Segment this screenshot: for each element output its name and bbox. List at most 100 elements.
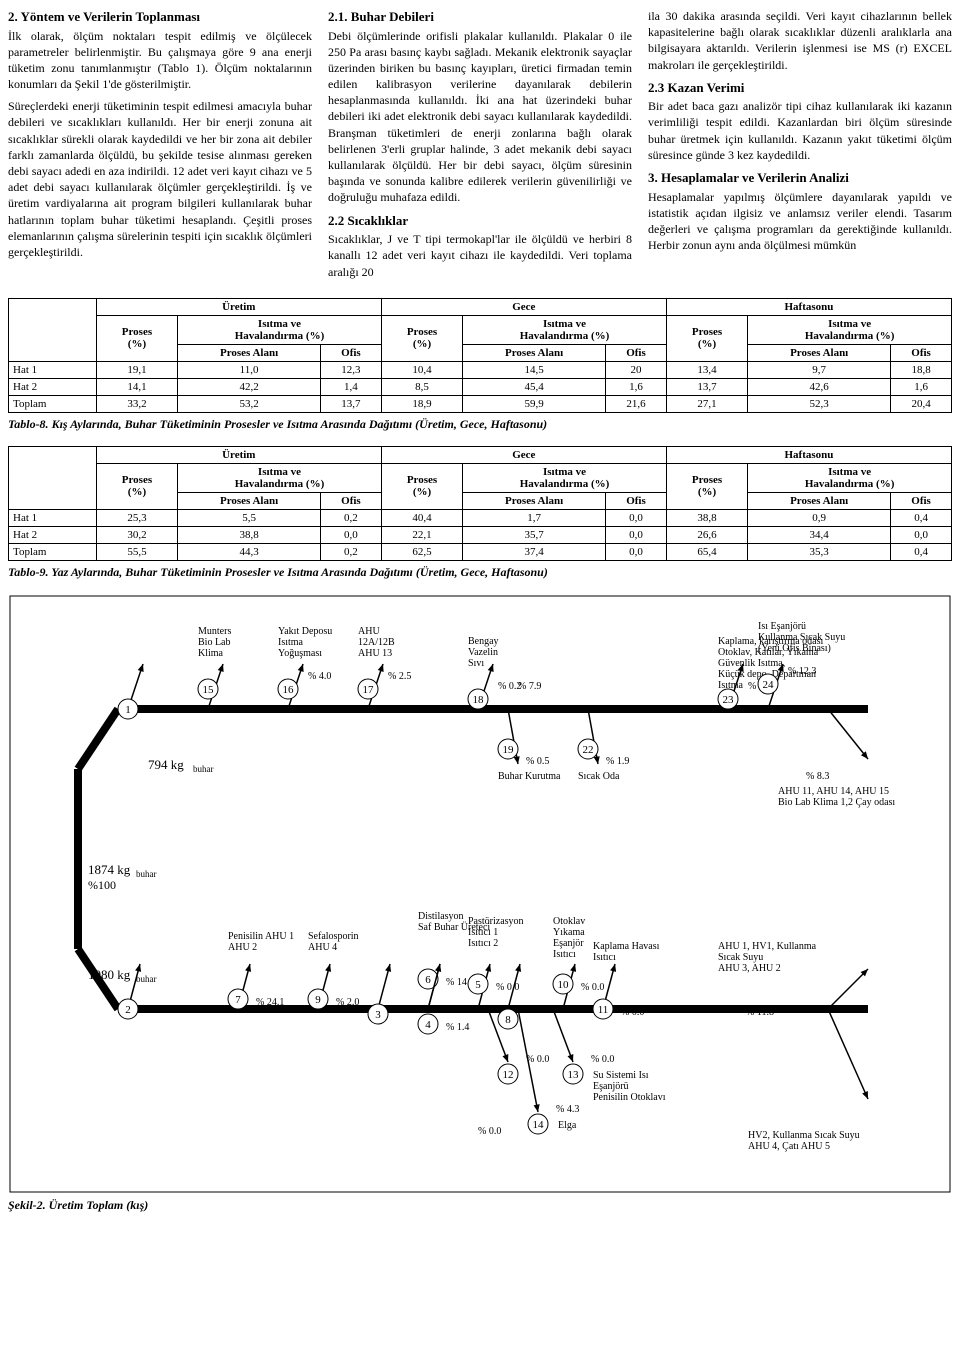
proses-header: Proses(%)	[96, 463, 177, 509]
isitma-header: Isıtma veHavalandırma (%)	[178, 315, 382, 344]
isitma-header: Isıtma veHavalandırma (%)	[463, 463, 667, 492]
proses-header: Proses(%)	[666, 463, 747, 509]
caption-number: Tablo-8.	[8, 417, 49, 431]
table-cell: 42,2	[178, 378, 321, 395]
table-cell: 0,0	[606, 509, 667, 526]
section-heading: 2.1. Buhar Debileri	[328, 8, 632, 26]
table-cell: 34,4	[748, 526, 891, 543]
svg-text:% 0.0: % 0.0	[496, 982, 519, 993]
proses-alani-header: Proses Alanı	[178, 492, 321, 509]
ofis-header: Ofis	[891, 492, 952, 509]
table-cell: 65,4	[666, 543, 747, 560]
proses-alani-header: Proses Alanı	[463, 492, 606, 509]
proses-alani-header: Proses Alanı	[748, 492, 891, 509]
svg-text:% 1.4: % 1.4	[446, 1022, 469, 1033]
table-cell: 30,2	[96, 526, 177, 543]
row-label: Hat 2	[9, 378, 97, 395]
svg-text:Eşanjörü: Eşanjörü	[593, 1081, 629, 1092]
table-body: Hat 125,35,50,240,41,70,038,80,90,4Hat 2…	[9, 509, 952, 560]
table-cell: 0,0	[606, 526, 667, 543]
caption-text: Yaz Aylarında, Buhar Tüketiminin Prosesl…	[51, 565, 548, 579]
table-cell: 18,8	[891, 361, 952, 378]
svg-text:1: 1	[125, 704, 131, 716]
section-heading: 2.2 Sıcaklıklar	[328, 212, 632, 230]
table-cell: 0,0	[606, 543, 667, 560]
svg-text:Yoğuşması: Yoğuşması	[278, 648, 322, 659]
row-label: Toplam	[9, 395, 97, 412]
caption-text: Üretim Toplam (kış)	[49, 1198, 149, 1212]
svg-text:5: 5	[475, 979, 481, 991]
table-cell: 42,6	[748, 378, 891, 395]
isitma-header: Isıtma veHavalandırma (%)	[748, 315, 952, 344]
proses-alani-header: Proses Alanı	[463, 344, 606, 361]
svg-text:14: 14	[533, 1119, 545, 1131]
proses-header: Proses(%)	[381, 463, 462, 509]
svg-text:Bengay: Bengay	[468, 636, 499, 647]
table-cell: 0,0	[891, 526, 952, 543]
table-cell: 44,3	[178, 543, 321, 560]
svg-text:16: 16	[283, 684, 295, 696]
table-cell: 33,2	[96, 395, 177, 412]
ofis-header: Ofis	[891, 344, 952, 361]
body-text: Süreçlerdeki enerji tüketiminin tespit e…	[8, 98, 312, 260]
row-label: Hat 1	[9, 509, 97, 526]
text-columns: 2. Yöntem ve Verilerin Toplanması İlk ol…	[8, 8, 952, 286]
svg-text:Otoklav: Otoklav	[553, 916, 585, 927]
table-header: ÜretimGeceHaftasonuProses(%)Isıtma veHav…	[9, 446, 952, 509]
svg-text:Elga: Elga	[558, 1120, 577, 1131]
table-cell: 53,2	[178, 395, 321, 412]
period-header: Gece	[381, 446, 666, 463]
table-cell: 0,2	[321, 543, 382, 560]
row-label: Toplam	[9, 543, 97, 560]
proses-header: Proses(%)	[666, 315, 747, 361]
table-cell: 13,7	[666, 378, 747, 395]
section-heading: 2.3 Kazan Verimi	[648, 79, 952, 97]
table-row: Hat 119,111,012,310,414,52013,49,718,8	[9, 361, 952, 378]
svg-text:8: 8	[505, 1014, 511, 1026]
ofis-header: Ofis	[606, 492, 667, 509]
table-cell: 35,3	[748, 543, 891, 560]
svg-text:Distilasyon: Distilasyon	[418, 911, 464, 922]
table-cell: 1,7	[463, 509, 606, 526]
table-cell: 21,6	[606, 395, 667, 412]
proses-alani-header: Proses Alanı	[178, 344, 321, 361]
body-text: Hesaplamalar yapılmış ölçümlere dayanıla…	[648, 189, 952, 254]
table-cell: 27,1	[666, 395, 747, 412]
svg-text:% 0.5: % 0.5	[526, 756, 549, 767]
proses-alani-header: Proses Alanı	[748, 344, 891, 361]
svg-text:AHU 3, AHU 2: AHU 3, AHU 2	[718, 963, 781, 974]
svg-text:buhar: buhar	[193, 764, 214, 774]
ofis-header: Ofis	[321, 492, 382, 509]
table-cell: 1,6	[891, 378, 952, 395]
svg-text:Sefalosporin: Sefalosporin	[308, 931, 359, 942]
flow-diagram: 794 kgbuhar1874 kgbuhar%1001080 kgbuhar1…	[8, 594, 952, 1194]
svg-text:Güvenlik Isıtma,: Güvenlik Isıtma,	[718, 658, 785, 669]
table-body: Hat 119,111,012,310,414,52013,49,718,8Ha…	[9, 361, 952, 412]
table-row: Hat 125,35,50,240,41,70,038,80,90,4	[9, 509, 952, 526]
diagram-svg: 794 kgbuhar1874 kgbuhar%1001080 kgbuhar1…	[8, 594, 952, 1194]
table-cell: 5,5	[178, 509, 321, 526]
svg-text:Buhar Kurutma: Buhar Kurutma	[498, 771, 561, 782]
svg-text:2: 2	[125, 1004, 131, 1016]
period-header: Üretim	[96, 446, 381, 463]
period-header: Üretim	[96, 298, 381, 315]
table-row: Hat 230,238,80,022,135,70,026,634,40,0	[9, 526, 952, 543]
table-row: Toplam55,544,30,262,537,40,065,435,30,4	[9, 543, 952, 560]
table-cell: 0,2	[321, 509, 382, 526]
table-cell: 45,4	[463, 378, 606, 395]
svg-text:AHU: AHU	[358, 626, 380, 637]
svg-text:Sıcak Oda: Sıcak Oda	[578, 771, 620, 782]
svg-text:Kullanma Sıcak Suyu: Kullanma Sıcak Suyu	[758, 632, 845, 643]
table-cell: 26,6	[666, 526, 747, 543]
table-cell: 38,8	[666, 509, 747, 526]
table-row: Toplam33,253,213,718,959,921,627,152,320…	[9, 395, 952, 412]
svg-text:15: 15	[203, 684, 215, 696]
svg-text:Munters: Munters	[198, 626, 231, 637]
svg-text:AHU 1, HV1, Kullanma: AHU 1, HV1, Kullanma	[718, 941, 817, 952]
period-header: Haftasonu	[666, 298, 951, 315]
section-heading: 3. Hesaplamalar ve Verilerin Analizi	[648, 169, 952, 187]
table-cell: 10,4	[381, 361, 462, 378]
column-1: 2. Yöntem ve Verilerin Toplanması İlk ol…	[8, 8, 312, 286]
caption-number: Şekil-2.	[8, 1198, 46, 1212]
svg-text:12A/12B: 12A/12B	[358, 637, 395, 648]
